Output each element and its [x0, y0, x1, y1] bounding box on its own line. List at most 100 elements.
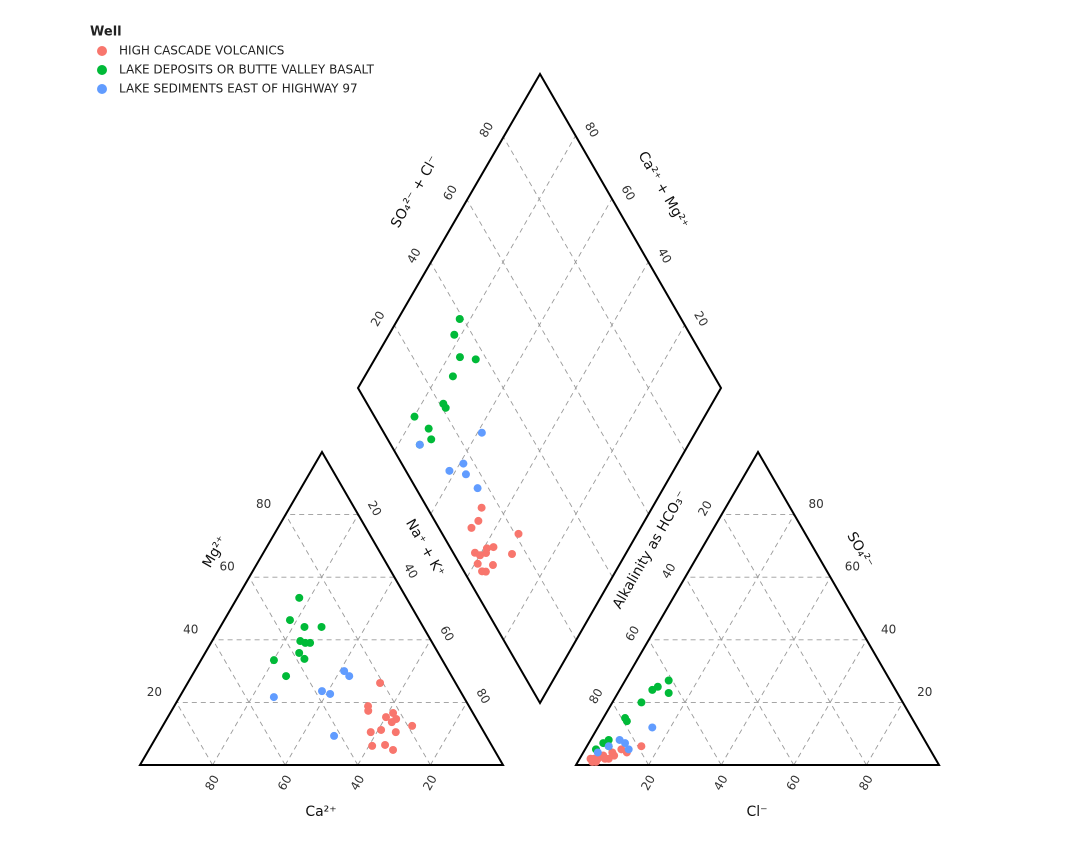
diamond-point [507, 550, 516, 559]
diamond-point [455, 315, 464, 324]
cation-point [389, 709, 398, 718]
diamond-point [424, 424, 433, 433]
anion-triangle [574, 450, 941, 766]
grid-line [503, 324, 685, 641]
diamond-point [441, 403, 450, 412]
cation-point [300, 622, 309, 631]
cation-point [269, 693, 278, 702]
legend-marker [97, 84, 107, 94]
anion-point [590, 754, 599, 763]
camg-tick-label: 80 [582, 120, 602, 140]
grid-line [793, 639, 867, 766]
cation-point [389, 745, 398, 754]
legend-label: LAKE DEPOSITS OR BUTTE VALLEY BASALT [119, 63, 375, 77]
nak-tick-label: 60 [437, 623, 457, 643]
diamond-point [482, 544, 491, 553]
anion-point [593, 748, 602, 757]
cation-point [376, 678, 385, 687]
nak-tick-label: 40 [401, 561, 421, 581]
ca-axis-label: Ca²⁺ [305, 804, 336, 820]
cation-point [364, 706, 373, 715]
anion-point [637, 698, 646, 707]
cation-point [408, 721, 417, 730]
diamond-point [450, 330, 459, 339]
diamond-point [470, 548, 479, 557]
mg-tick-label: 20 [147, 685, 162, 699]
cation-point [382, 713, 391, 722]
anion-point [664, 689, 673, 698]
so4cl-tick-label: 20 [368, 309, 388, 329]
ca-tick-label: 40 [347, 773, 367, 793]
hco3-tick-label: 20 [695, 498, 715, 518]
cation-point [285, 616, 294, 625]
cation-point [345, 672, 354, 681]
grid-line [684, 576, 795, 766]
mg-tick-label: 60 [220, 560, 235, 574]
diamond-point [410, 412, 419, 421]
grid-line [866, 702, 904, 766]
anion-point [622, 717, 631, 726]
anion-point [624, 745, 633, 754]
cation-point [340, 667, 349, 676]
grid-layer [176, 135, 904, 766]
anion-point [648, 685, 657, 694]
so4cl-tick-label: 80 [476, 120, 496, 140]
cation-point [306, 638, 315, 647]
anion-point [664, 676, 673, 685]
cation-point [282, 672, 291, 681]
diamond-point [477, 503, 486, 512]
diamond-point [473, 559, 482, 568]
diamond-point [477, 428, 486, 437]
anion-point [604, 742, 613, 751]
so4-tick-label: 80 [809, 497, 824, 511]
cl-axis-label: Cl⁻ [746, 804, 767, 820]
grid-line [430, 261, 613, 578]
diamond-point [474, 516, 483, 525]
diamond-point [488, 561, 497, 570]
cation-point [317, 687, 326, 696]
so4-tick-label: 60 [845, 560, 860, 574]
grid-line [612, 702, 649, 766]
anion-point [621, 739, 630, 748]
legend-marker [97, 46, 107, 56]
so4cl-tick-label: 60 [440, 183, 460, 203]
grid-line [176, 702, 213, 766]
hco3-axis-label: Alkalinity as HCO₃⁻ [610, 488, 691, 611]
diamond-point [471, 355, 480, 364]
legend-marker [97, 65, 107, 75]
grid-line [430, 198, 613, 515]
diamond [356, 72, 723, 706]
mg-tick-label: 80 [256, 497, 271, 511]
diamond-point [415, 440, 424, 449]
camg-tick-label: 60 [618, 183, 638, 203]
grid-line [212, 639, 286, 766]
camg-tick-label: 40 [655, 246, 675, 266]
grid-line [248, 576, 359, 766]
diamond-point [427, 435, 436, 444]
nak-tick-label: 20 [365, 498, 385, 518]
camg-axis-label: Ca²⁺ + Mg²⁺ [635, 149, 692, 231]
diamond-point [514, 529, 523, 538]
cation-point [317, 622, 326, 631]
grid-line [357, 639, 431, 766]
cation-point [300, 654, 309, 663]
ca-tick-label: 20 [420, 773, 440, 793]
mg-tick-label: 40 [183, 622, 198, 636]
hco3-tick-label: 60 [622, 623, 642, 643]
diamond-point [445, 466, 454, 475]
ca-tick-label: 60 [275, 773, 295, 793]
cation-point [391, 728, 400, 737]
cl-tick-label: 40 [711, 773, 731, 793]
grid-line [466, 198, 649, 515]
diamond-point [481, 567, 490, 576]
legend-label: LAKE SEDIMENTS EAST OF HIGHWAY 97 [119, 82, 358, 96]
cation-point [330, 731, 339, 740]
so4cl-tick-label: 40 [404, 246, 424, 266]
cation-triangle [138, 450, 505, 766]
cation-point [368, 741, 377, 750]
cation-point [387, 718, 396, 727]
camg-tick-label: 20 [691, 309, 711, 329]
cl-tick-label: 20 [638, 773, 658, 793]
anion-point [604, 754, 613, 763]
grid-line [394, 135, 576, 452]
